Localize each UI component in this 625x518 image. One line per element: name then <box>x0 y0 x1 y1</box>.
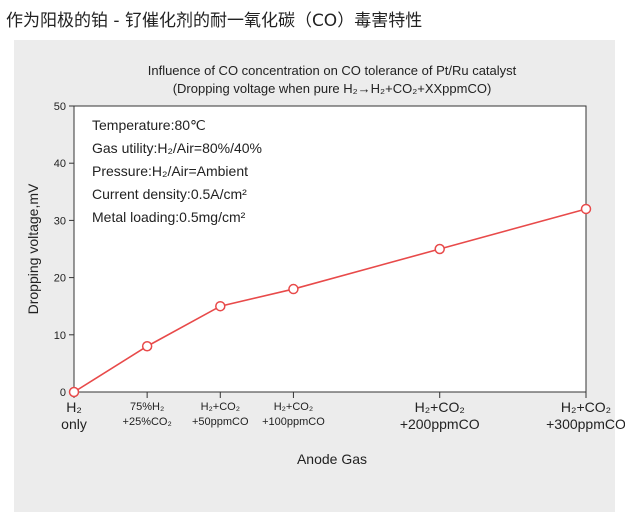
y-tick-label: 50 <box>54 101 66 113</box>
y-tick-label: 20 <box>54 273 66 285</box>
x-tick-label-line1: H₂+CO₂ <box>274 401 313 413</box>
data-point <box>215 300 226 312</box>
annotation-line: Gas utility:H₂/Air=80%/40% <box>92 140 262 156</box>
annotation-line: Current density:0.5A/cm² <box>92 186 247 202</box>
x-tick-label-line2: +25%CO₂ <box>123 416 172 428</box>
plot-frame <box>73 105 587 393</box>
y-tick-label: 30 <box>54 215 66 227</box>
y-axis-label: Dropping voltage,mV <box>25 183 41 314</box>
data-point <box>434 243 445 255</box>
data-point <box>288 283 299 295</box>
x-axis-label: Anode Gas <box>297 451 367 467</box>
x-tick-label-line2: +100ppmCO <box>262 416 325 428</box>
page-heading: 作为阳极的铂 - 钌催化剂的耐一氧化碳（CO）毒害特性 <box>6 11 423 31</box>
data-point <box>141 340 153 352</box>
data-point <box>580 203 592 215</box>
y-axis: 0 10 20 30 40 50 <box>54 101 74 399</box>
x-tick-label-line1: H₂+CO₂ <box>561 399 611 415</box>
chart-title: Influence of CO concentration on CO tole… <box>148 63 517 78</box>
y-tick-label: 10 <box>54 330 66 342</box>
x-tick-label-line2: +300ppmCO <box>546 416 625 432</box>
x-tick-label-line2: +50ppmCO <box>192 416 249 428</box>
annotation-line: Temperature:80℃ <box>92 117 206 133</box>
annotation-line: Metal loading:0.5mg/cm² <box>92 209 246 225</box>
annotation-line: Pressure:H₂/Air=Ambient <box>92 163 248 179</box>
series-group <box>68 203 592 398</box>
data-point <box>68 386 80 398</box>
annotation-block: Temperature:80℃ Gas utility:H₂/Air=80%/40… <box>92 117 262 225</box>
chart-subtitle: (Dropping voltage when pure H₂→H₂+CO₂+XX… <box>173 81 492 96</box>
y-tick-label: 40 <box>54 158 66 170</box>
y-tick-label: 0 <box>60 387 66 399</box>
series-line <box>73 208 587 393</box>
x-tick-label-line1: H₂+CO₂ <box>201 401 240 413</box>
x-tick-label-line1: 75%H₂ <box>130 401 164 413</box>
x-tick-label-line1: H₂ <box>66 399 82 415</box>
x-tick-label-line2: only <box>61 416 87 432</box>
x-tick-label-line2: +200ppmCO <box>400 416 480 432</box>
x-tick-label-line1: H₂+CO₂ <box>415 399 465 415</box>
